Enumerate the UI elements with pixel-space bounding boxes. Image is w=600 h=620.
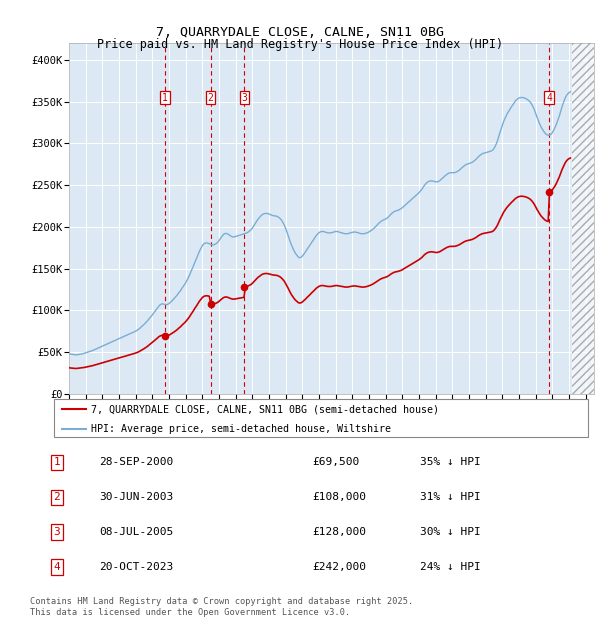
- Text: Contains HM Land Registry data © Crown copyright and database right 2025.
This d: Contains HM Land Registry data © Crown c…: [30, 598, 413, 617]
- Text: 30% ↓ HPI: 30% ↓ HPI: [420, 527, 481, 538]
- FancyBboxPatch shape: [54, 399, 588, 437]
- Text: 08-JUL-2005: 08-JUL-2005: [99, 527, 173, 538]
- Text: £242,000: £242,000: [312, 562, 366, 572]
- Text: 1: 1: [162, 93, 168, 103]
- Text: £108,000: £108,000: [312, 492, 366, 502]
- Text: 7, QUARRYDALE CLOSE, CALNE, SN11 0BG (semi-detached house): 7, QUARRYDALE CLOSE, CALNE, SN11 0BG (se…: [91, 404, 439, 414]
- Bar: [572, 43, 594, 394]
- Text: 7, QUARRYDALE CLOSE, CALNE, SN11 0BG: 7, QUARRYDALE CLOSE, CALNE, SN11 0BG: [156, 26, 444, 39]
- Text: £69,500: £69,500: [312, 458, 359, 467]
- Text: 35% ↓ HPI: 35% ↓ HPI: [420, 458, 481, 467]
- Text: 31% ↓ HPI: 31% ↓ HPI: [420, 492, 481, 502]
- Text: HPI: Average price, semi-detached house, Wiltshire: HPI: Average price, semi-detached house,…: [91, 423, 391, 433]
- Text: 1: 1: [53, 458, 61, 467]
- Text: 3: 3: [53, 527, 61, 538]
- Text: 4: 4: [546, 93, 552, 103]
- Text: 24% ↓ HPI: 24% ↓ HPI: [420, 562, 481, 572]
- Bar: [572, 43, 594, 394]
- Text: 20-OCT-2023: 20-OCT-2023: [99, 562, 173, 572]
- Text: 2: 2: [208, 93, 214, 103]
- Text: Price paid vs. HM Land Registry's House Price Index (HPI): Price paid vs. HM Land Registry's House …: [97, 38, 503, 51]
- Text: 3: 3: [242, 93, 247, 103]
- Text: 2: 2: [53, 492, 61, 502]
- Text: 28-SEP-2000: 28-SEP-2000: [99, 458, 173, 467]
- Text: 4: 4: [53, 562, 61, 572]
- Text: £128,000: £128,000: [312, 527, 366, 538]
- Text: 30-JUN-2003: 30-JUN-2003: [99, 492, 173, 502]
